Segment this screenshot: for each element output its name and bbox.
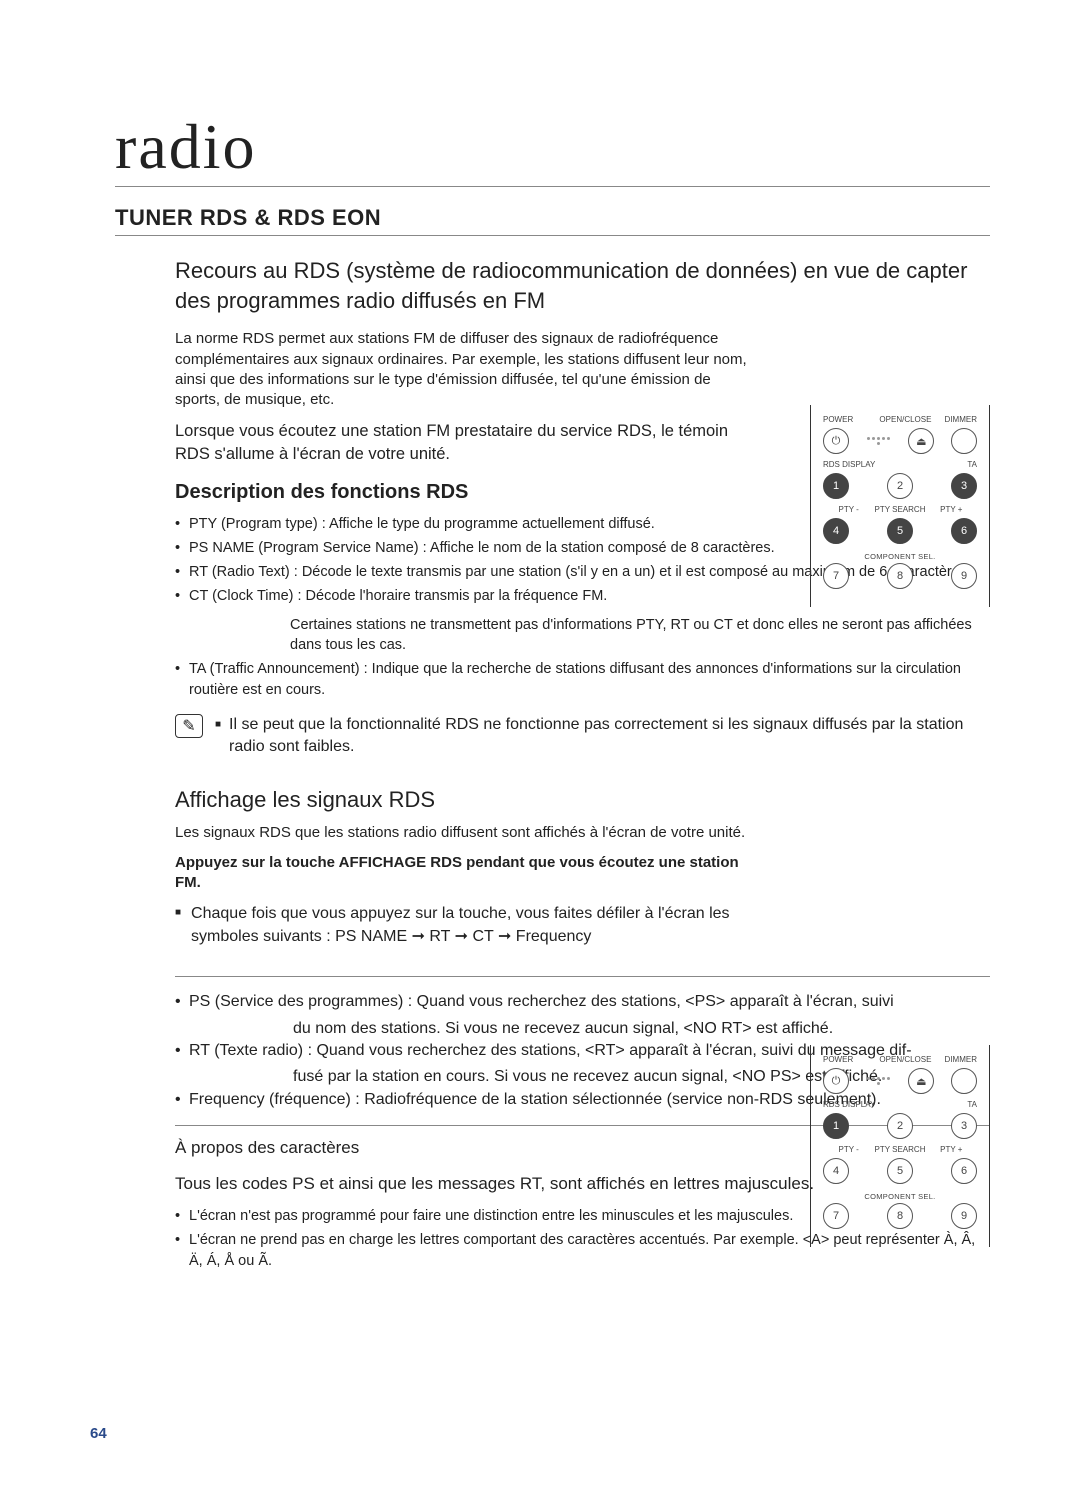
intro-p2: Lorsque vous écoutez une station FM pres…	[175, 420, 755, 466]
section-title: radio	[115, 110, 990, 187]
lbl-power: POWER	[823, 415, 853, 424]
dimmer-button	[951, 428, 977, 454]
lbl-ptyplus: PTY +	[926, 1145, 977, 1154]
lbl-dimmer: DIMMER	[945, 1055, 977, 1064]
square-bullet-icon: ■	[175, 903, 181, 948]
remote-row-123: 1 2 3	[821, 1113, 979, 1139]
display-sequence-text: Chaque fois que vous appuyez sur la touc…	[191, 903, 755, 948]
func-ta: TA (Traffic Announcement) : Indique que …	[175, 659, 990, 700]
remote-num-button: 5	[887, 1158, 913, 1184]
remote-row-789: 7 8 9	[821, 563, 979, 589]
remote-num-button: 8	[887, 1203, 913, 1229]
lbl-rds: RDS DISPLAY	[823, 460, 875, 469]
remote-num-button: 4	[823, 1158, 849, 1184]
heading-display: Affichage les signaux RDS	[175, 787, 990, 813]
sig-ps-cont: du nom des stations. Si vous ne recevez …	[293, 1018, 990, 1040]
lbl-ptyminus: PTY -	[823, 1145, 874, 1154]
signals-list: PS (Service des programmes) : Quand vous…	[175, 991, 990, 1013]
lbl-dimmer: DIMMER	[945, 415, 977, 424]
remote-row-456: 4 5 6	[821, 1158, 979, 1184]
remote-row-456: 4 5 6	[821, 518, 979, 544]
remote-num-button: 1	[823, 1113, 849, 1139]
remote-num-button: 1	[823, 473, 849, 499]
note-icon: ✎	[175, 714, 203, 738]
display-p1: Les signaux RDS que les stations radio d…	[175, 823, 755, 843]
remote-num-button: 6	[951, 518, 977, 544]
lbl-ptysearch: PTY SEARCH	[874, 505, 925, 514]
square-bullet-icon: ■	[215, 714, 221, 759]
lbl-power: POWER	[823, 1055, 853, 1064]
power-icon: ⏻	[823, 1068, 849, 1094]
dots-icon	[866, 428, 892, 454]
remote-num-button: 3	[951, 1113, 977, 1139]
lbl-ta: TA	[967, 460, 977, 469]
subtitle: Recours au RDS (système de radiocommunic…	[175, 256, 990, 315]
lbl-openclose: OPEN/CLOSE	[879, 1055, 931, 1064]
display-p2-bold: Appuyez sur la touche AFFICHAGE RDS pend…	[175, 853, 755, 894]
lbl-ptyplus: PTY +	[926, 505, 977, 514]
remote-row-789: 7 8 9	[821, 1203, 979, 1229]
remote-num-button: 7	[823, 563, 849, 589]
lbl-openclose: OPEN/CLOSE	[879, 415, 931, 424]
func-ct-note: Certaines stations ne transmettent pas d…	[290, 615, 990, 656]
sig-ps: PS (Service des programmes) : Quand vous…	[175, 991, 990, 1013]
intro-p1: La norme RDS permet aux stations FM de d…	[175, 329, 755, 410]
divider	[175, 976, 990, 977]
remote-num-button: 4	[823, 518, 849, 544]
lbl-component: COMPONENT SEL.	[821, 552, 979, 561]
remote-num-button: 5	[887, 518, 913, 544]
remote-num-button: 7	[823, 1203, 849, 1229]
remote-num-button: 2	[887, 473, 913, 499]
page-number: 64	[90, 1425, 107, 1442]
note-text: Il se peut que la fonctionnalité RDS ne …	[229, 714, 990, 759]
remote-row-123: 1 2 3	[821, 473, 979, 499]
page-heading: TUNER RDS & RDS EON	[115, 205, 990, 236]
remote-num-button: 9	[951, 1203, 977, 1229]
note-block: ✎ ■ Il se peut que la fonctionnalité RDS…	[175, 714, 990, 759]
remote-diagram-1: POWEROPEN/CLOSEDIMMER ⏻ ⏏ RDS DISPLAYTA …	[810, 405, 990, 607]
display-sequence: ■ Chaque fois que vous appuyez sur la to…	[175, 903, 755, 948]
lbl-ta: TA	[967, 1100, 977, 1109]
remote-num-button: 2	[887, 1113, 913, 1139]
remote-num-button: 3	[951, 473, 977, 499]
eject-icon: ⏏	[908, 428, 934, 454]
remote-diagram-2: POWEROPEN/CLOSEDIMMER ⏻ ⏏ RDS DISPLAYTA …	[810, 1045, 990, 1247]
dots-icon	[866, 1068, 892, 1094]
remote-num-button: 8	[887, 563, 913, 589]
eject-icon: ⏏	[908, 1068, 934, 1094]
lbl-ptyminus: PTY -	[823, 505, 874, 514]
functions-list-2: TA (Traffic Announcement) : Indique que …	[175, 659, 990, 700]
remote-num-button: 9	[951, 563, 977, 589]
dimmer-button	[951, 1068, 977, 1094]
lbl-rds: RDS DISPLAY	[823, 1100, 875, 1109]
power-icon: ⏻	[823, 428, 849, 454]
lbl-component: COMPONENT SEL.	[821, 1192, 979, 1201]
lbl-ptysearch: PTY SEARCH	[874, 1145, 925, 1154]
remote-num-button: 6	[951, 1158, 977, 1184]
